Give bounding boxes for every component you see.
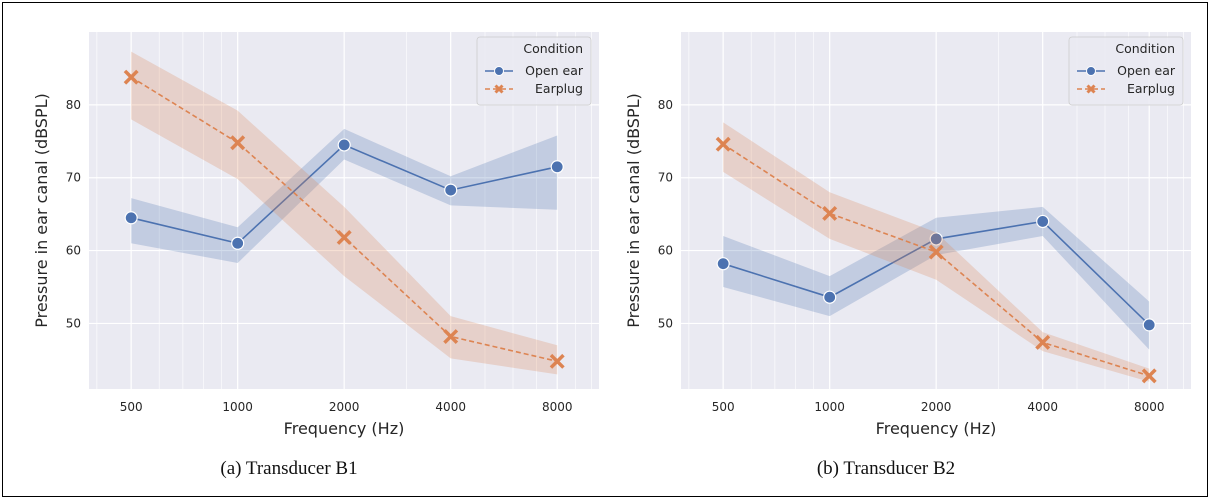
legend-box <box>1068 36 1184 106</box>
confidence-band <box>723 206 1150 350</box>
marker-stroke <box>336 229 352 245</box>
data-point <box>716 257 730 271</box>
marker-stroke <box>1035 334 1051 350</box>
x-axis-label: Frequency (Hz) <box>876 419 997 438</box>
marker-stroke <box>549 353 565 369</box>
y-tick-label: 80 <box>658 98 673 112</box>
legend-marker <box>494 84 504 94</box>
data-point <box>231 236 245 250</box>
y-axis-label: Pressure in ear canal (dBSPL) <box>32 93 51 328</box>
x-tick-label: 2000 <box>329 400 360 414</box>
legend-entry-label: Earplug <box>1127 81 1175 96</box>
data-point <box>1036 214 1050 229</box>
marker-stroke <box>928 244 944 260</box>
legend-marker <box>1086 66 1096 76</box>
legend-title: Condition <box>523 41 583 56</box>
legend-title: Condition <box>1115 41 1175 56</box>
legend: Condition Open ear Earplug <box>476 36 592 106</box>
data-point <box>124 211 138 225</box>
y-axis-label: Pressure in ear canal (dBSPL) <box>624 93 643 328</box>
data-point <box>822 205 838 221</box>
y-tick-label: 60 <box>66 244 81 258</box>
x-tick-label: 4000 <box>1027 400 1058 414</box>
data-point <box>337 138 351 152</box>
data-point <box>230 135 246 151</box>
data-point <box>929 232 943 246</box>
data-point <box>444 183 458 197</box>
marker-stroke <box>715 136 731 152</box>
confidence-band <box>131 51 558 375</box>
x-tick-label: 8000 <box>542 400 573 414</box>
x-tick-label: 1000 <box>814 400 845 414</box>
data-point <box>928 244 944 260</box>
x-axis-label: Frequency (Hz) <box>284 419 405 438</box>
data-point <box>715 136 731 152</box>
data-point <box>1142 318 1156 332</box>
y-tick-label: 70 <box>658 171 673 185</box>
y-tick-label: 80 <box>66 98 81 112</box>
panel-transducer-b1: 500 1000 2000 4000 8000 50 60 70 80 Frequency (Hz… <box>32 32 599 438</box>
marker-stroke <box>443 329 459 345</box>
x-tick-label: 2000 <box>921 400 952 414</box>
data-point <box>443 329 459 345</box>
data-point <box>823 290 837 304</box>
y-tick-label: 50 <box>658 316 673 330</box>
legend-marker <box>1086 84 1096 94</box>
y-tick-label: 60 <box>658 244 673 258</box>
legend-entry-label: Open ear <box>1117 63 1176 78</box>
caption-b: (b) Transducer B2 <box>816 458 956 479</box>
marker-stroke <box>822 205 838 221</box>
data-point <box>123 69 139 85</box>
legend-entry-label: Earplug <box>535 81 583 96</box>
x-tick-label: 1000 <box>222 400 253 414</box>
caption-a: (a) Transducer B1 <box>220 458 358 479</box>
legend-marker <box>494 66 504 76</box>
marker-stroke <box>123 69 139 85</box>
x-tick-label: 500 <box>712 400 735 414</box>
confidence-band <box>131 128 558 263</box>
marker-stroke <box>1141 368 1157 384</box>
data-point <box>550 160 564 174</box>
legend-entry-label: Open ear <box>525 63 584 78</box>
x-tick-label: 8000 <box>1134 400 1165 414</box>
panel-transducer-b2: 500 1000 2000 4000 8000 50 60 70 80 Frequency (Hz… <box>624 32 1191 438</box>
data-point <box>336 229 352 245</box>
x-tick-label: 4000 <box>435 400 466 414</box>
data-point <box>549 353 565 369</box>
data-point <box>1141 368 1157 384</box>
legend: Condition Open ear Earplug <box>1068 36 1184 106</box>
x-tick-label: 500 <box>120 400 143 414</box>
data-point <box>1035 334 1051 350</box>
marker-stroke <box>230 135 246 151</box>
y-tick-label: 50 <box>66 316 81 330</box>
legend-box <box>476 36 592 106</box>
y-tick-label: 70 <box>66 171 81 185</box>
